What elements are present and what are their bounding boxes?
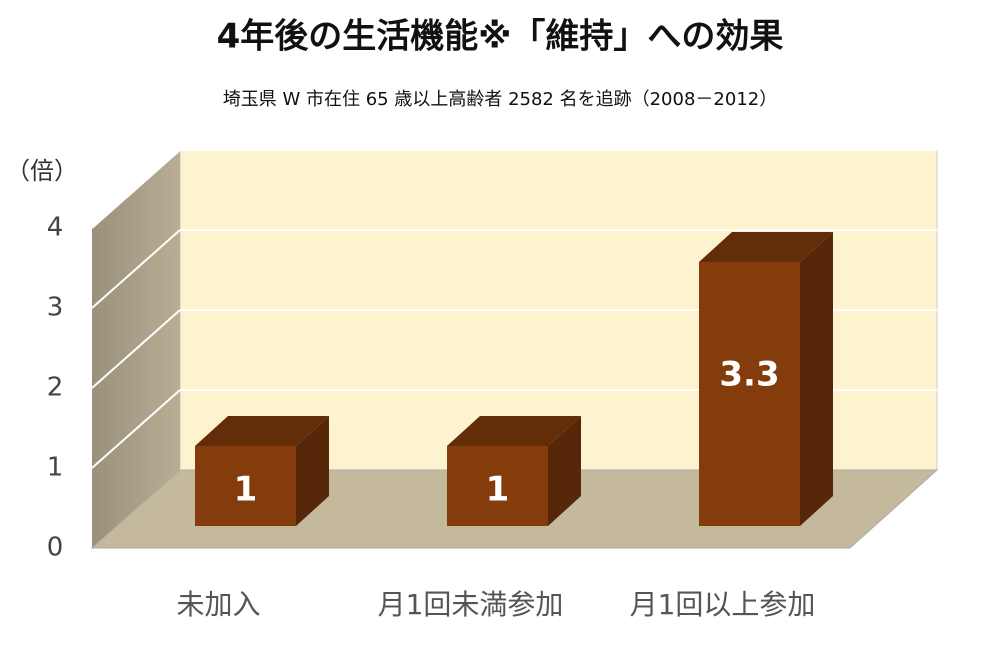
bar	[447, 446, 548, 526]
x-tick-label: 月1回未満参加	[378, 588, 564, 621]
x-tick-label: 未加入	[176, 588, 260, 621]
bar-side	[800, 232, 833, 526]
grid-line	[91, 149, 181, 229]
chart-subtitle: 埼玉県 W 市在住 65 歳以上高齢者 2582 名を追跡（2008－2012）	[223, 89, 777, 110]
y-tick-label: 4	[47, 213, 64, 243]
bar-top	[447, 416, 581, 446]
bar-side	[296, 416, 329, 526]
y-axis-label: （倍）	[6, 157, 78, 185]
grid-line	[91, 229, 181, 309]
data-label: 1	[486, 470, 510, 510]
y-tick-label: 0	[47, 533, 64, 563]
chart-title: 4年後の生活機能※「維持」への効果	[217, 17, 784, 57]
grid-line	[91, 309, 181, 389]
bar-top	[699, 232, 833, 262]
bar-side	[548, 416, 581, 526]
bar	[195, 446, 296, 526]
y-tick-label: 2	[47, 373, 64, 403]
data-label: 1	[234, 470, 258, 510]
grid-line	[91, 389, 181, 469]
y-tick-label: 1	[47, 453, 64, 483]
x-tick-label: 月1回以上参加	[630, 588, 816, 621]
data-label: 3.3	[719, 355, 779, 395]
y-tick-label: 3	[47, 293, 64, 323]
bar-top	[195, 416, 329, 446]
bar	[699, 262, 800, 526]
